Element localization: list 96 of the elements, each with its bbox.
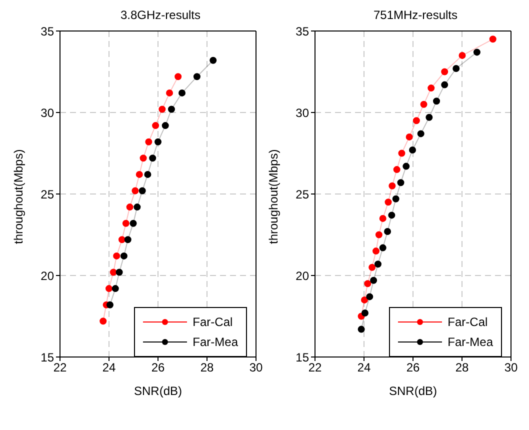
point: [388, 182, 396, 190]
y-tick-label: 25: [40, 187, 54, 202]
point: [370, 276, 378, 284]
point: [364, 280, 372, 288]
point: [106, 285, 112, 292]
x-tick-label: 30: [504, 360, 518, 375]
point: [158, 106, 166, 113]
y-tick-label: 35: [296, 24, 310, 38]
point: [112, 285, 119, 292]
x-tick-label: 30: [249, 360, 263, 375]
x-tick-label: 26: [151, 360, 165, 375]
point: [361, 309, 368, 316]
point: [379, 244, 386, 252]
point: [132, 187, 139, 194]
legend-label: Far-Cal: [192, 315, 233, 329]
point: [452, 64, 460, 72]
point: [406, 133, 413, 140]
x-tick-label: 26: [406, 360, 420, 375]
point: [398, 150, 406, 157]
point: [152, 122, 160, 130]
point: [388, 212, 396, 219]
point: [118, 236, 126, 244]
y-tick-label: 20: [40, 268, 54, 283]
point: [174, 73, 182, 80]
point: [116, 268, 123, 276]
point: [473, 48, 480, 56]
y-tick-label: 20: [296, 268, 310, 283]
point: [140, 154, 147, 162]
y-tick-label: 25: [296, 187, 310, 202]
x-tick-label: 28: [200, 360, 214, 375]
x-tick-label: 24: [102, 360, 116, 375]
point: [426, 114, 433, 121]
point: [162, 122, 169, 130]
x-tick-label: 22: [53, 360, 67, 375]
point: [368, 264, 376, 271]
x-axis-title: SNR(dB): [134, 384, 182, 398]
point: [458, 52, 466, 59]
point: [138, 187, 146, 194]
point: [145, 138, 152, 146]
x-axis-title: SNR(dB): [388, 384, 438, 398]
point: [433, 98, 440, 105]
point: [366, 293, 374, 300]
point: [441, 68, 448, 76]
legend-label: Far-Cal: [448, 315, 488, 329]
point: [110, 268, 117, 276]
point: [178, 89, 186, 96]
y-tick-label: 35: [40, 24, 54, 38]
y-tick-label: 30: [40, 106, 54, 120]
point: [360, 296, 368, 304]
y-tick-label: 15: [40, 350, 54, 364]
point: [384, 228, 392, 235]
point: [126, 204, 134, 211]
point: [372, 248, 380, 255]
point: [166, 89, 174, 96]
point: [149, 154, 156, 162]
point: [122, 220, 130, 227]
point: [441, 81, 448, 88]
point: [412, 117, 420, 124]
point: [392, 195, 400, 202]
point: [130, 220, 137, 227]
x-tick-label: 24: [357, 360, 371, 375]
point: [420, 100, 428, 108]
point: [409, 146, 416, 154]
x-tick-label: 22: [308, 360, 322, 375]
point: [100, 318, 107, 325]
point: [428, 84, 435, 92]
point: [375, 231, 382, 238]
point: [358, 326, 365, 333]
y-tick-label: 15: [296, 350, 310, 364]
point: [193, 73, 200, 80]
point: [379, 214, 386, 222]
point: [393, 166, 400, 174]
legend-label: Far-Mea: [192, 335, 238, 349]
chart-title: 3.8GHz-results: [119, 8, 202, 24]
point: [397, 179, 404, 186]
y-tick-label: 30: [296, 106, 310, 120]
point: [144, 170, 152, 178]
point: [402, 162, 410, 170]
y-axis-title: throughout(Mbps): [266, 149, 280, 244]
y-axis-title: throughout(Mbps): [11, 149, 26, 244]
point: [210, 56, 217, 64]
point: [168, 106, 175, 113]
point: [489, 36, 496, 43]
point: [106, 301, 114, 308]
x-tick-label: 28: [455, 360, 469, 375]
point: [154, 138, 162, 146]
point: [417, 130, 424, 138]
point: [134, 204, 141, 211]
chart-title: 751MHz-results: [372, 8, 459, 24]
point: [374, 260, 382, 268]
point: [124, 236, 132, 244]
legend-label: Far-Mea: [448, 335, 493, 349]
point: [113, 252, 120, 260]
point: [384, 198, 392, 206]
point: [136, 170, 143, 178]
point: [120, 252, 128, 260]
